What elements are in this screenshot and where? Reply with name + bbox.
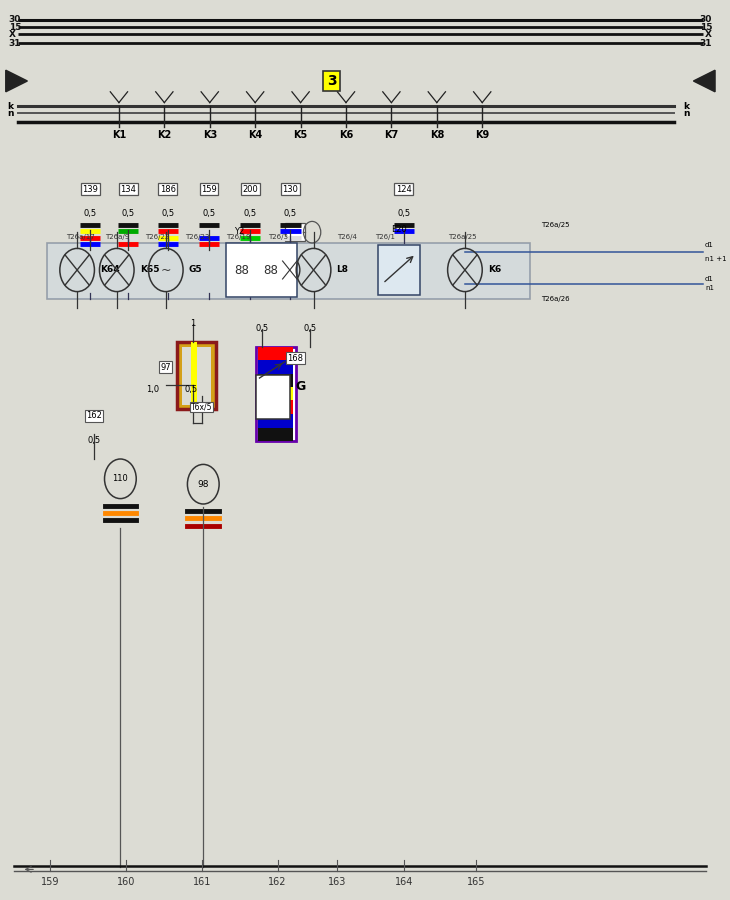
Text: 31: 31: [9, 39, 21, 48]
Text: T26/19: T26/19: [226, 234, 250, 240]
Text: 160: 160: [117, 877, 135, 887]
Bar: [177, 342, 216, 410]
Text: 0,5: 0,5: [161, 209, 174, 218]
Text: 0,5: 0,5: [202, 209, 215, 218]
Text: 15: 15: [9, 22, 21, 32]
Text: T26/3: T26/3: [268, 234, 288, 240]
Text: 0,5: 0,5: [87, 436, 100, 445]
Text: 0,5: 0,5: [244, 209, 257, 218]
Bar: [256, 346, 296, 441]
Text: 0,5: 0,5: [185, 385, 198, 394]
Text: X: X: [705, 30, 712, 39]
Text: 159: 159: [41, 877, 60, 887]
Text: K5: K5: [293, 130, 308, 140]
Bar: [47, 243, 530, 299]
Text: K2: K2: [157, 130, 172, 140]
Text: k: k: [683, 102, 689, 111]
Text: 130: 130: [283, 184, 299, 194]
Bar: [191, 342, 197, 410]
Text: T26/23: T26/23: [185, 234, 210, 240]
Text: X: X: [9, 30, 15, 39]
Bar: [258, 360, 293, 373]
Text: 134: 134: [120, 184, 137, 194]
Text: 163: 163: [328, 877, 347, 887]
Bar: [258, 414, 293, 427]
Text: K1: K1: [112, 130, 126, 140]
Text: 30: 30: [9, 15, 21, 24]
Text: 161: 161: [193, 877, 211, 887]
Text: E20: E20: [391, 225, 407, 234]
Text: T26/22: T26/22: [145, 234, 169, 240]
Bar: [256, 375, 291, 419]
Bar: [258, 387, 293, 400]
Bar: [258, 346, 293, 360]
Text: 3: 3: [327, 74, 337, 88]
Text: n: n: [7, 109, 14, 118]
Text: 186: 186: [160, 184, 176, 194]
Polygon shape: [6, 70, 28, 92]
Text: K6: K6: [339, 130, 353, 140]
Text: 98: 98: [198, 480, 209, 489]
Text: 139: 139: [82, 184, 98, 194]
Text: T26a/26: T26a/26: [541, 296, 569, 302]
Text: T6x/5: T6x/5: [191, 402, 212, 411]
Text: 1: 1: [191, 320, 196, 328]
Text: K4: K4: [248, 130, 262, 140]
Bar: [258, 400, 293, 414]
Text: 88: 88: [235, 264, 250, 276]
Text: n1: n1: [705, 285, 714, 292]
Text: K64: K64: [100, 266, 120, 274]
Polygon shape: [694, 70, 715, 92]
Text: 162: 162: [268, 877, 287, 887]
Text: T26a/25: T26a/25: [541, 222, 569, 228]
Text: 0,5: 0,5: [255, 324, 268, 333]
Text: T26a/17: T26a/17: [66, 234, 95, 240]
Text: d1: d1: [705, 242, 714, 248]
Text: n: n: [683, 109, 690, 118]
Text: 200: 200: [242, 184, 258, 194]
Text: 124: 124: [396, 184, 412, 194]
Text: 168: 168: [288, 354, 304, 363]
Text: 88: 88: [264, 264, 279, 276]
Text: T26a/25: T26a/25: [448, 234, 477, 240]
Text: G5: G5: [189, 266, 202, 274]
Text: 0,5: 0,5: [304, 324, 317, 333]
Text: n1 +1: n1 +1: [705, 256, 726, 262]
Bar: [226, 243, 297, 297]
Text: 1,0: 1,0: [146, 385, 159, 394]
Text: K65: K65: [140, 266, 159, 274]
Text: 110: 110: [112, 474, 128, 483]
Text: T26a/9: T26a/9: [105, 234, 130, 240]
Text: 31: 31: [699, 39, 712, 48]
Bar: [258, 428, 293, 441]
Text: L8: L8: [337, 266, 349, 274]
Text: K8: K8: [430, 130, 444, 140]
Text: 0,5: 0,5: [83, 209, 96, 218]
Text: T26/4: T26/4: [337, 234, 358, 240]
Text: 159: 159: [201, 184, 217, 194]
Text: Y2: Y2: [234, 227, 245, 236]
Text: 164: 164: [394, 877, 413, 887]
Text: K6: K6: [488, 266, 502, 274]
Text: 30: 30: [700, 15, 712, 24]
Text: d1: d1: [705, 275, 714, 282]
Text: K3: K3: [203, 130, 217, 140]
Bar: [182, 346, 211, 405]
Text: 165: 165: [466, 877, 485, 887]
Text: K7: K7: [384, 130, 399, 140]
Bar: [285, 223, 305, 241]
Text: 97: 97: [161, 363, 171, 372]
Text: 0,5: 0,5: [122, 209, 135, 218]
Bar: [258, 374, 293, 387]
Text: ~: ~: [161, 264, 171, 276]
Text: 15: 15: [699, 22, 712, 32]
Bar: [378, 245, 420, 295]
Text: 162: 162: [85, 411, 101, 420]
Text: G: G: [296, 381, 306, 393]
Text: k: k: [7, 102, 13, 111]
Text: 0,5: 0,5: [397, 209, 410, 218]
Text: T26/1: T26/1: [375, 234, 395, 240]
Text: 0,5: 0,5: [284, 209, 297, 218]
Text: K9: K9: [475, 130, 489, 140]
